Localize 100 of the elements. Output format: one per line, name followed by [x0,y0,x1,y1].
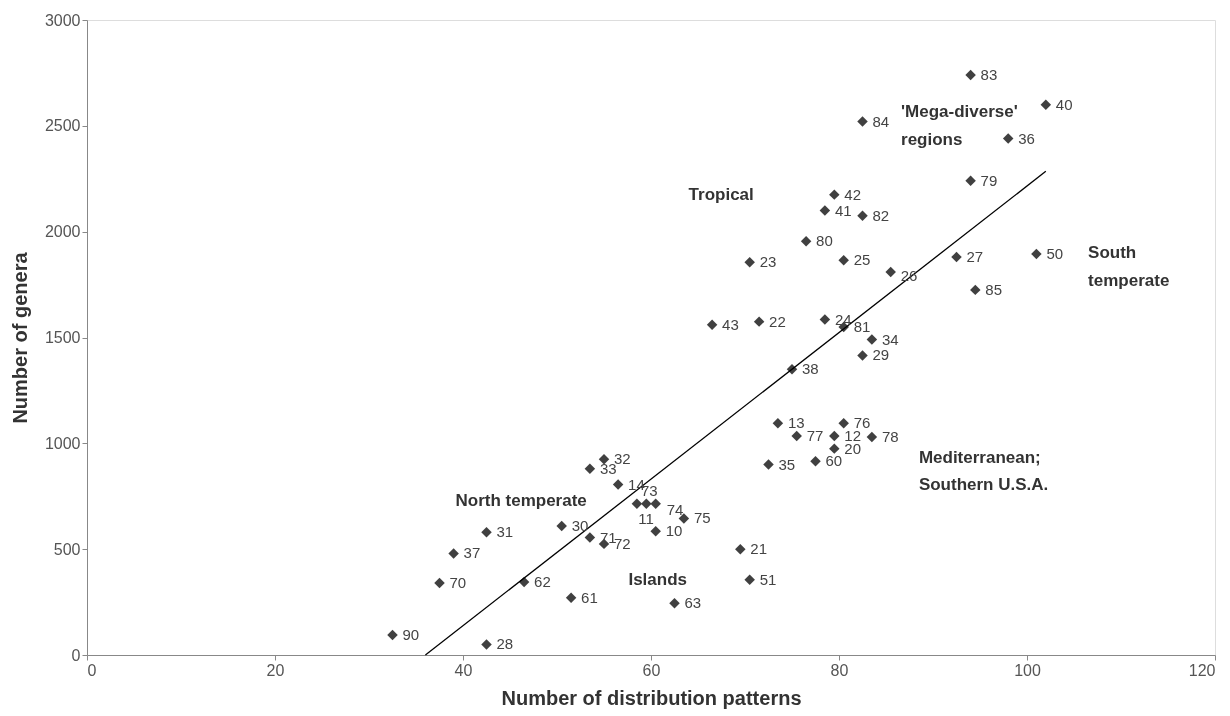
annotation: 85 [985,280,1002,298]
point [735,543,746,555]
point [857,350,868,361]
annotation: 36 [1018,129,1035,147]
point [650,498,661,509]
annotation: 42 [844,185,861,203]
annotation: 75 [693,509,711,527]
annotation: 25 [853,251,871,269]
point [866,431,878,443]
point [678,513,690,524]
y-tick-label: 2500 [44,117,81,135]
annotation: 83 [980,66,998,84]
point [1002,133,1014,144]
point [829,189,840,200]
annotation: 11 [638,509,654,527]
x-axis-title: Number of distribution patterns [501,686,802,709]
y-tick-label: 1500 [44,329,81,346]
annotation: 29 [872,346,890,364]
annotation: 82 [872,206,890,224]
annotation: 51 [759,570,777,588]
annotation: 28 [496,635,514,653]
annotation: 80 [816,232,833,250]
point [641,498,652,509]
point [481,639,492,650]
annotation: 27 [966,248,984,266]
point [885,266,896,278]
annotation: 81 [853,317,871,335]
point [838,255,849,266]
annotation: 61 [581,588,598,606]
annotation: South temperate [1088,243,1170,290]
annotation: 74 [666,500,684,518]
annotation: 50 [1046,244,1064,262]
annotation: 78 [881,427,899,445]
y-tick-label: 3000 [44,11,81,29]
annotation: Tropical [688,184,754,204]
annotation: 60 [825,452,843,470]
point [857,116,868,127]
point [819,314,831,325]
point [1031,248,1042,260]
y-tick-label: 0 [71,646,81,664]
point [565,592,577,604]
point [838,417,849,429]
point [819,205,831,216]
annotation: 13 [787,414,805,432]
annotation: 22 [769,312,786,330]
annotation: 62 [534,572,551,590]
point [744,574,755,586]
point [866,334,878,345]
annotation: 40 [1055,95,1073,113]
point [584,463,596,474]
point [772,417,784,429]
annotation: 35 [778,455,796,473]
point [951,251,962,263]
point [612,479,624,490]
x-tick-label: 20 [266,661,285,679]
annotation: 'Mega-diverse' regions [901,102,1018,150]
point [434,577,445,589]
annotation: 38 [802,360,819,378]
point [669,597,680,609]
point [706,319,718,331]
point [810,456,821,467]
point [965,69,976,81]
annotation: 10 [665,522,683,540]
point [556,520,567,532]
point [829,430,840,442]
annotation: North temperate [455,490,587,510]
point [744,257,755,268]
annotation: 30 [571,516,589,534]
annotation: 23 [759,253,777,271]
y-tick-label: 1000 [44,434,81,452]
point [800,235,812,247]
point [387,629,398,641]
point [763,459,774,470]
point [857,210,868,222]
y-tick-label: 500 [53,540,81,558]
x-tick-label: 120 [1188,661,1216,679]
annotation: 24 [834,310,852,328]
annotation: 72 [614,534,631,552]
x-tick-label: 60 [642,661,661,679]
x-tick-label: 0 [87,661,97,679]
annotation: 84 [872,112,890,130]
annotation: 43 [722,315,739,333]
point [1040,99,1052,110]
annotation: 41 [834,201,852,219]
point [965,175,976,187]
annotation: 70 [449,574,467,592]
point [631,498,643,509]
point [650,525,661,537]
point [448,548,459,559]
point [791,430,802,442]
x-tick-label: 80 [830,661,849,679]
annotation: 34 [881,330,899,348]
annotation: 79 [980,171,998,189]
point [598,453,610,465]
annotation: Islands [628,570,688,590]
point [829,443,840,454]
y-tick-label: 2000 [44,223,81,241]
point [584,532,596,543]
annotation: 90 [402,625,420,643]
y-axis-title: Number of genera [8,251,31,424]
